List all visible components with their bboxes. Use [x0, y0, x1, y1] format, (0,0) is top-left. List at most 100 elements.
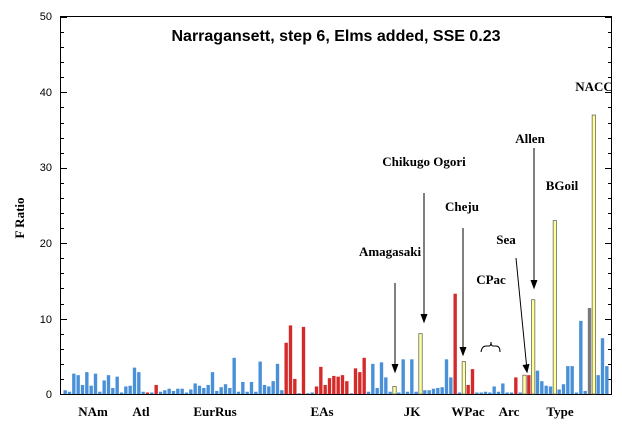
bar [392, 386, 397, 395]
bar [483, 391, 488, 394]
arrowhead-amagasaki [391, 363, 399, 374]
bar [150, 392, 154, 394]
bar [154, 384, 158, 394]
y-tick-label: 40 [40, 87, 52, 99]
bar [544, 385, 548, 394]
bar [375, 387, 379, 394]
bar [501, 383, 505, 394]
arrowhead-allen [530, 279, 538, 290]
bar [449, 377, 453, 394]
bar [67, 391, 72, 394]
arrowhead-sea [522, 363, 530, 374]
bar [436, 387, 440, 394]
bar [145, 392, 150, 394]
annotation-cheju: Cheju [445, 199, 479, 214]
group-label-arc: Arc [499, 404, 520, 419]
bar [340, 375, 345, 394]
group-label-eurrus: EurRus [193, 404, 236, 419]
bar [557, 389, 561, 394]
bar [561, 384, 566, 394]
bar [505, 392, 509, 394]
bar [267, 386, 271, 394]
bar [518, 392, 522, 394]
bar [193, 383, 197, 394]
bar [275, 363, 280, 394]
bar [76, 375, 80, 394]
bar [258, 361, 262, 394]
bar [358, 372, 362, 394]
bar [596, 375, 600, 394]
y-tick-label: 10 [40, 314, 52, 326]
bar [566, 366, 570, 394]
bar [574, 392, 579, 394]
bar [605, 366, 609, 394]
bar [583, 390, 587, 394]
annotation-bgoil: BGoil [546, 178, 579, 193]
bar [314, 386, 319, 394]
bar [591, 114, 596, 395]
group-label-type: Type [546, 404, 573, 419]
bar [475, 392, 479, 394]
bar [345, 381, 349, 394]
bar [349, 393, 353, 394]
bar [106, 375, 111, 394]
bar [284, 342, 288, 394]
group-label-nam: NAm [78, 404, 108, 419]
bar [98, 391, 102, 394]
bar [310, 392, 314, 394]
bar [280, 390, 284, 394]
bar [141, 391, 145, 394]
bar [249, 381, 254, 394]
bar [215, 390, 219, 394]
bar [189, 389, 193, 394]
bracket-cpac [480, 341, 501, 353]
bar [306, 393, 310, 394]
bar [167, 388, 171, 394]
bar [132, 367, 137, 394]
bar [128, 385, 132, 394]
bar [197, 385, 202, 394]
annotation-sea: Sea [496, 232, 516, 247]
bar [63, 390, 67, 394]
bar [288, 325, 293, 394]
bar [72, 373, 76, 394]
bar [457, 392, 462, 394]
bar [371, 363, 375, 394]
group-label-eas: EAs [310, 404, 333, 419]
annotation-allen: Allen [515, 131, 545, 146]
bar [431, 388, 436, 394]
y-ticks [61, 17, 611, 395]
bar [410, 359, 414, 394]
annotation-nacc: NACC [575, 79, 613, 94]
bar [453, 293, 457, 394]
bar [271, 381, 275, 394]
y-axis-title: F Ratio [12, 197, 27, 238]
bar [254, 391, 258, 394]
bar [579, 320, 583, 394]
bar [262, 384, 267, 394]
bar [492, 386, 496, 394]
bar [405, 391, 410, 394]
bar [366, 391, 371, 394]
bar [461, 361, 466, 395]
bar [241, 381, 245, 394]
bar [206, 384, 210, 394]
bar [158, 391, 163, 394]
annotation-amagasaki: Amagasaki [359, 244, 422, 259]
bar [85, 372, 89, 394]
bar [552, 220, 557, 395]
bar [466, 384, 470, 394]
bar [137, 372, 141, 394]
bar [353, 368, 358, 394]
bar [548, 386, 553, 394]
bar [535, 370, 540, 394]
bar [171, 390, 176, 394]
bar [293, 378, 297, 394]
bar [297, 393, 301, 394]
arrowhead-cheju [459, 346, 467, 357]
bar [527, 375, 531, 394]
bar [509, 392, 514, 394]
bar [514, 377, 518, 394]
